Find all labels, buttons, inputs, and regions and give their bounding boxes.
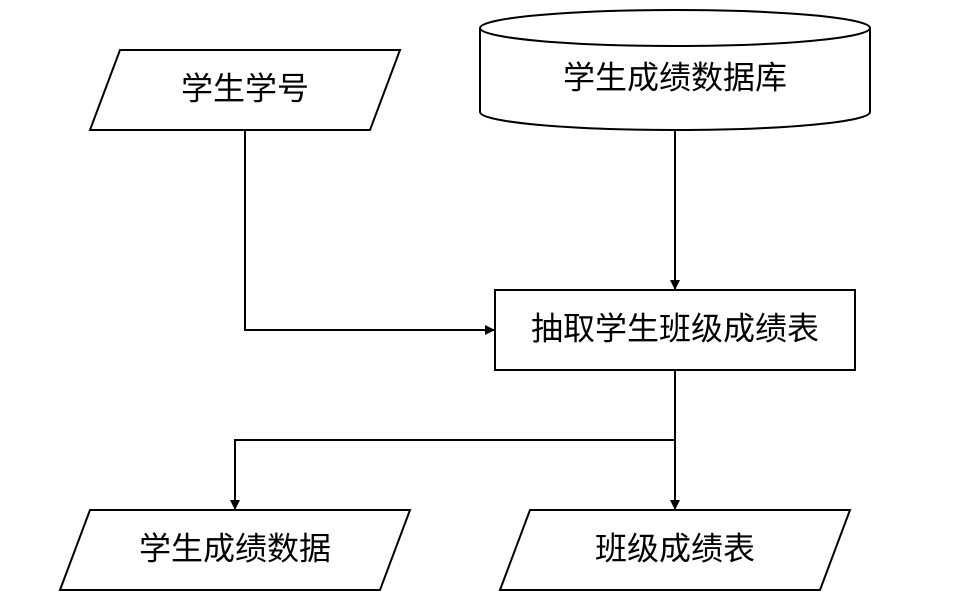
edge-process-to-output_student — [235, 370, 675, 510]
node-input_id: 学生学号 — [90, 50, 400, 130]
node-output_class-label: 班级成绩表 — [595, 530, 755, 566]
node-process: 抽取学生班级成绩表 — [495, 290, 855, 370]
node-process-label: 抽取学生班级成绩表 — [531, 310, 819, 346]
node-output_student-label: 学生成绩数据 — [139, 530, 331, 566]
node-output_student: 学生成绩数据 — [60, 510, 410, 590]
node-input_id-label: 学生学号 — [181, 70, 309, 106]
node-database: 学生成绩数据库 — [480, 10, 870, 130]
node-output_class: 班级成绩表 — [500, 510, 850, 590]
edge-input_id-to-process — [245, 130, 495, 330]
flowchart-canvas: 学生学号 学生成绩数据库抽取学生班级成绩表学生成绩数据 班级成绩表 — [0, 0, 956, 611]
node-database-label: 学生成绩数据库 — [563, 59, 787, 95]
